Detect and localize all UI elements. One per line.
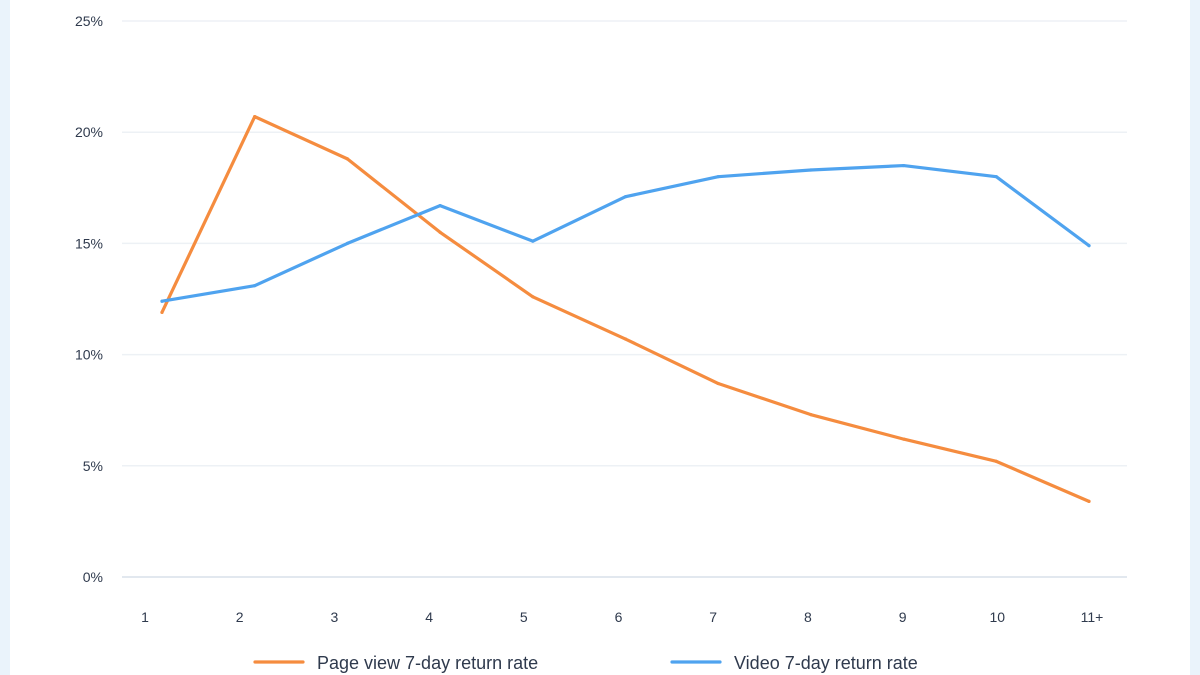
data-point (253, 284, 257, 288)
data-point (623, 195, 628, 199)
chart-frame: 0% 5% 10% 15% 20% 25% 1 2 3 4 5 6 7 8 9 10 11+ Page vie… (10, 0, 1190, 675)
x-tick-label: 10 (990, 609, 1006, 625)
x-tick-label: 1 (141, 609, 149, 625)
y-axis-ticks: 0% 5% 10% 15% 20% 25% (75, 13, 103, 585)
data-point (1087, 244, 1091, 248)
data-point (531, 239, 535, 243)
data-point (716, 175, 720, 179)
gridlines (122, 20, 1127, 578)
x-tick-label: 2 (236, 609, 244, 625)
x-axis-ticks: 1 2 3 4 5 6 7 8 9 10 11+ (141, 609, 1103, 625)
legend-label: Page view 7-day return rate (317, 653, 538, 673)
y-tick-label: 20% (75, 124, 103, 140)
y-tick-label: 10% (75, 347, 103, 363)
data-point (994, 175, 998, 179)
y-tick-label: 25% (75, 13, 103, 29)
data-point (160, 299, 164, 303)
y-tick-label: 15% (75, 235, 103, 251)
x-tick-label: 9 (899, 609, 907, 625)
data-point (809, 168, 813, 172)
legend-item-page-view: Page view 7-day return rate (253, 653, 538, 673)
x-tick-label: 7 (709, 609, 717, 625)
x-tick-label: 8 (804, 609, 812, 625)
legend-label: Video 7-day return rate (734, 653, 918, 673)
series-line-video (160, 163, 1091, 303)
data-point (994, 459, 998, 463)
data-point (253, 115, 257, 119)
data-point (1087, 499, 1091, 503)
legend-item-video: Video 7-day return rate (670, 653, 918, 673)
data-point (438, 203, 442, 208)
x-tick-label: 4 (425, 609, 433, 625)
legend: Page view 7-day return rate Video 7-day r… (253, 653, 918, 673)
x-tick-label: 11+ (1081, 609, 1104, 625)
data-point (345, 157, 349, 161)
x-tick-label: 3 (331, 609, 339, 625)
data-point (160, 310, 164, 314)
data-point (531, 295, 535, 299)
y-tick-label: 5% (83, 458, 103, 474)
data-point (716, 381, 720, 386)
data-point (623, 337, 628, 341)
series-line-page-view (160, 115, 1091, 503)
data-point (902, 163, 906, 168)
data-point (809, 413, 813, 417)
x-tick-label: 6 (615, 609, 623, 625)
data-point (438, 230, 442, 234)
x-tick-label: 5 (520, 609, 528, 625)
data-point (902, 437, 906, 441)
series-lines (160, 115, 1091, 503)
y-tick-label: 0% (83, 569, 103, 585)
data-point (345, 241, 349, 245)
